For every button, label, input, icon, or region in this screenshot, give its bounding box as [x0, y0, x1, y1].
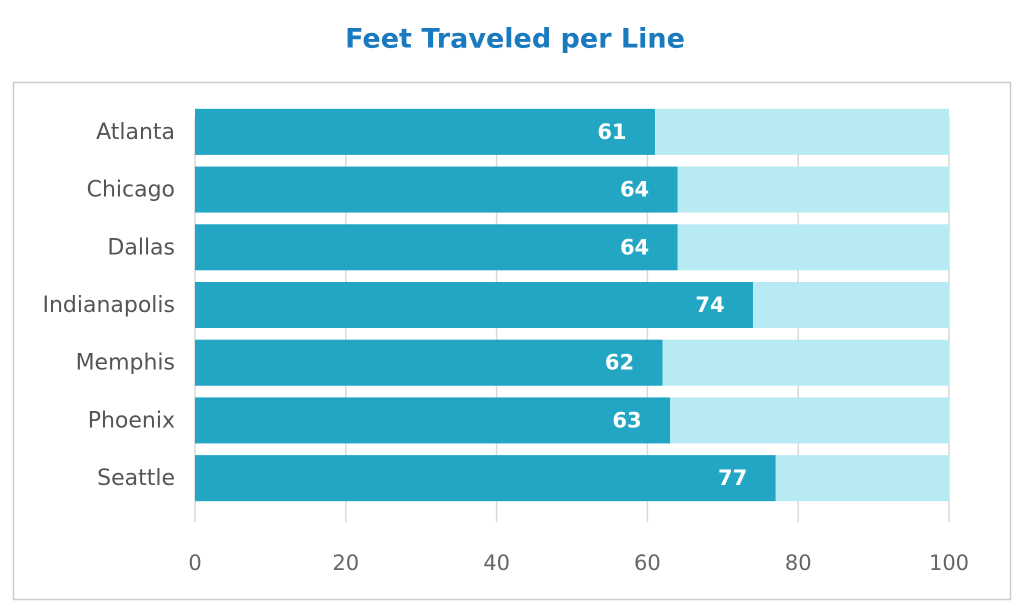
data-label: 77: [718, 466, 747, 490]
bar: [195, 397, 671, 444]
x-tick-label: 80: [785, 551, 812, 575]
x-tick-label: 100: [929, 551, 969, 575]
y-tick-label: Memphis: [76, 351, 175, 376]
bar: [195, 166, 678, 213]
bar: [195, 282, 753, 328]
data-label: 63: [612, 408, 641, 432]
data-label: 74: [695, 293, 724, 317]
data-label: 64: [620, 178, 649, 202]
y-tick-label: Indianapolis: [42, 293, 175, 318]
x-tick-label: 40: [483, 551, 510, 575]
data-label: 61: [597, 120, 626, 144]
y-tick-label: Atlanta: [96, 120, 175, 145]
x-tick-label: 20: [332, 551, 359, 575]
y-tick-label: Seattle: [97, 466, 175, 491]
data-label: 62: [605, 351, 634, 375]
y-tick-label: Dallas: [107, 235, 175, 260]
bar: [195, 455, 776, 502]
x-tick-label: 0: [188, 551, 201, 575]
plot-frame: [12, 81, 1012, 601]
y-tick-label: Chicago: [87, 178, 175, 203]
bar: [195, 108, 655, 155]
data-label: 64: [620, 235, 649, 259]
y-tick-label: Phoenix: [88, 408, 175, 433]
chart-title: Feet Traveled per Line: [345, 24, 685, 55]
bar: [195, 339, 663, 386]
bar: [195, 224, 678, 271]
x-tick-label: 60: [634, 551, 661, 575]
